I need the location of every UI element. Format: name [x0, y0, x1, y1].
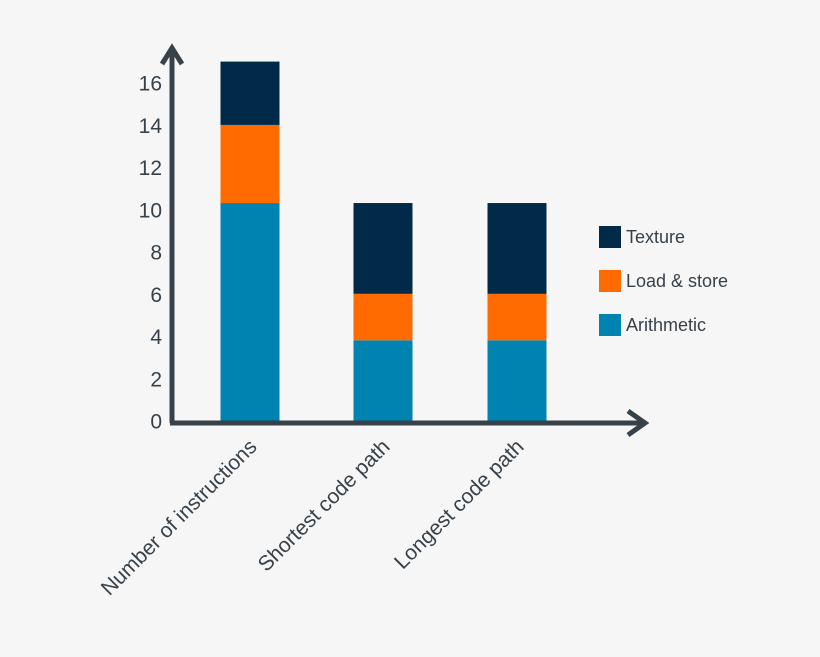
legend-swatch — [599, 270, 621, 292]
y-axis-arrow-icon — [159, 43, 185, 66]
y-tick-label: 4 — [150, 326, 162, 349]
x-tick-label: Longest code path — [390, 435, 528, 573]
y-tick-label: 16 — [139, 73, 162, 96]
legend-swatch — [599, 314, 621, 336]
bar-segment-arithmetic-2 — [353, 340, 413, 421]
y-tick-label: 14 — [139, 115, 163, 138]
bar-segment-load-store-2 — [353, 293, 413, 341]
x-tick-label: Shortest code path — [254, 435, 395, 576]
bar-segment-load-store-1 — [220, 124, 280, 204]
y-tick-label: 12 — [139, 157, 162, 180]
bar-segment-texture-2 — [353, 203, 413, 294]
legend-label: Load & store — [626, 271, 728, 291]
y-tick-label: 10 — [139, 199, 162, 222]
bar-segment-arithmetic-1 — [220, 203, 280, 421]
bar-segment-texture-1 — [220, 61, 280, 125]
bar-segment-texture-3 — [487, 203, 547, 294]
legend-swatch — [599, 226, 621, 248]
y-tick-label: 6 — [150, 284, 162, 307]
y-tick-label: 0 — [150, 411, 162, 434]
bar-segment-load-store-3 — [487, 293, 547, 341]
x-tick-label: Number of instructions — [97, 435, 262, 600]
legend-label: Texture — [626, 227, 685, 247]
x-axis-arrow-icon — [626, 408, 650, 438]
y-tick-label: 2 — [150, 368, 162, 391]
bar-segment-arithmetic-3 — [487, 340, 547, 421]
y-tick-label: 8 — [150, 242, 162, 265]
legend-label: Arithmetic — [626, 315, 706, 335]
